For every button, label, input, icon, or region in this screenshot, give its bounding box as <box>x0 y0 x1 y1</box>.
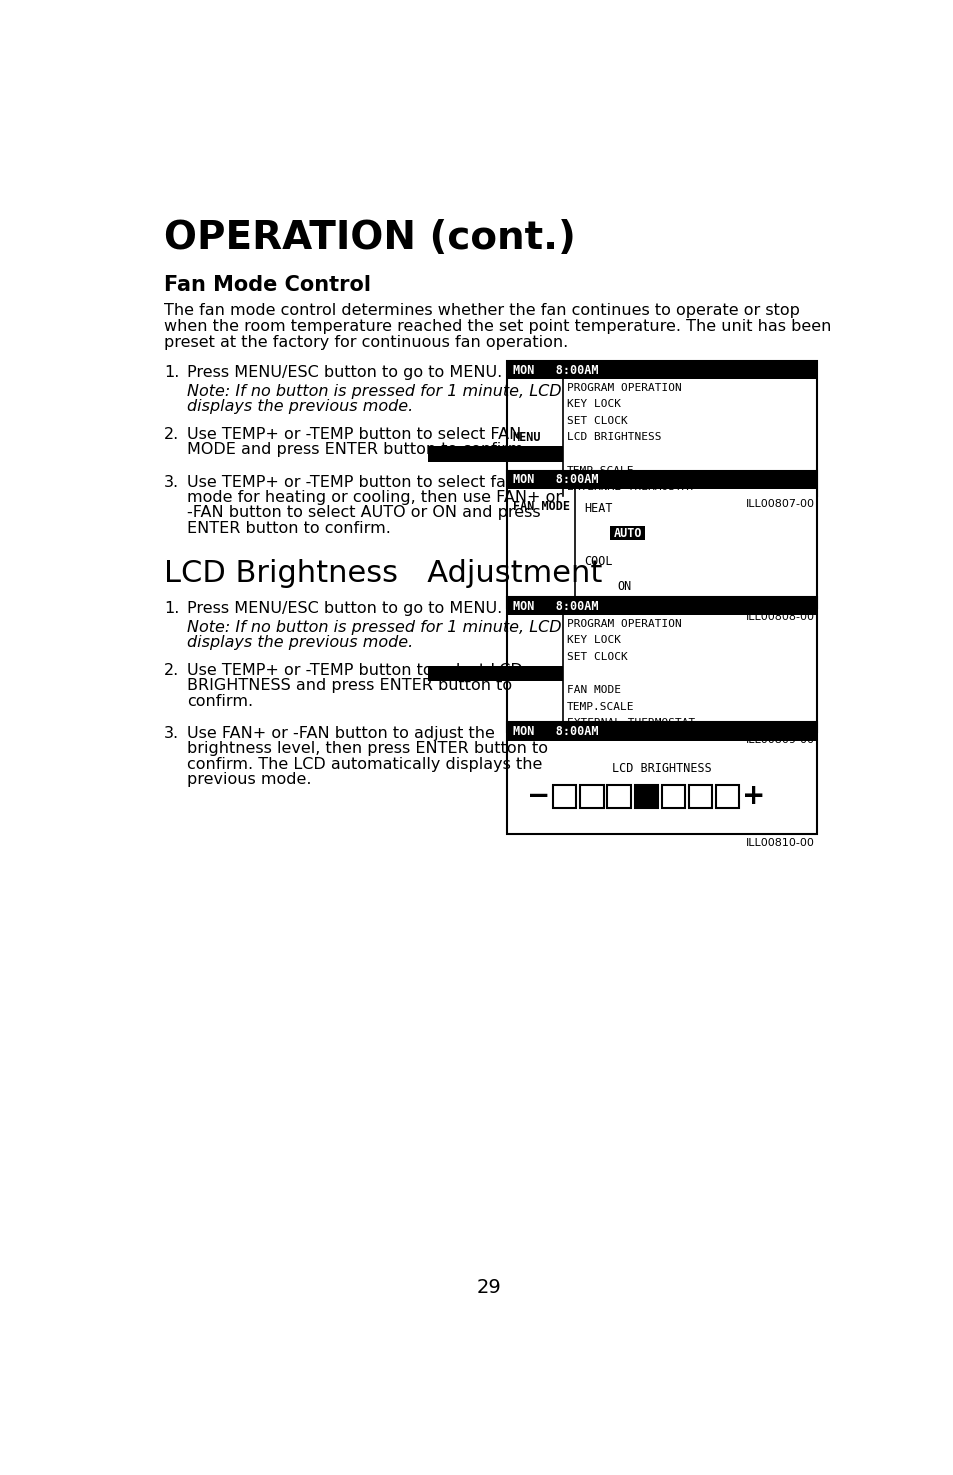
Text: −: − <box>526 782 550 810</box>
Text: FAN MODE: FAN MODE <box>513 500 569 513</box>
Text: ON: ON <box>617 580 631 593</box>
Text: Use TEMP+ or -TEMP button to select LCD: Use TEMP+ or -TEMP button to select LCD <box>187 664 522 678</box>
Text: brightness level, then press ENTER button to: brightness level, then press ENTER butto… <box>187 742 548 757</box>
Text: MON   8:00AM: MON 8:00AM <box>513 363 598 376</box>
Text: 1.: 1. <box>164 600 179 615</box>
Text: FAN MODE: FAN MODE <box>567 684 620 695</box>
Text: Use TEMP+ or -TEMP button to select fan: Use TEMP+ or -TEMP button to select fan <box>187 475 516 490</box>
Bar <box>506 361 816 496</box>
Text: BRIGHTNESS and press ENTER button to: BRIGHTNESS and press ENTER button to <box>187 678 512 693</box>
Text: MON   8:00AM: MON 8:00AM <box>513 600 598 612</box>
Bar <box>506 723 816 833</box>
Text: COOL: COOL <box>583 556 612 568</box>
Text: -FAN button to select AUTO or ON and press: -FAN button to select AUTO or ON and pre… <box>187 506 540 521</box>
Text: AUTO: AUTO <box>613 527 641 540</box>
Text: LCD BRIGHTNESS: LCD BRIGHTNESS <box>567 668 661 679</box>
Bar <box>716 785 739 808</box>
Text: PROGRAM OPERATION: PROGRAM OPERATION <box>567 382 681 392</box>
Text: LCD BRIGHTNESS: LCD BRIGHTNESS <box>611 763 711 776</box>
Text: ILL00807-00: ILL00807-00 <box>745 500 815 509</box>
Bar <box>427 447 562 462</box>
Text: Use FAN+ or -FAN button to adjust the: Use FAN+ or -FAN button to adjust the <box>187 726 495 740</box>
Text: 3.: 3. <box>164 726 179 740</box>
Text: MENU: MENU <box>513 431 541 444</box>
Text: 2.: 2. <box>164 664 179 678</box>
Text: Press MENU/ESC button to go to MENU.: Press MENU/ESC button to go to MENU. <box>187 364 502 379</box>
Text: confirm.: confirm. <box>187 693 253 709</box>
Bar <box>634 785 658 808</box>
Text: preset at the factory for continuous fan operation.: preset at the factory for continuous fan… <box>164 335 568 350</box>
Text: previous mode.: previous mode. <box>187 771 312 788</box>
Text: MON   8:00AM: MON 8:00AM <box>513 724 598 738</box>
Text: TEMP.SCALE: TEMP.SCALE <box>567 702 634 712</box>
Bar <box>607 785 630 808</box>
Text: 1.: 1. <box>164 364 179 379</box>
Bar <box>506 471 816 608</box>
Text: OPERATION (cont.): OPERATION (cont.) <box>164 220 576 257</box>
Text: ILL00809-00: ILL00809-00 <box>745 736 815 745</box>
Text: The fan mode control determines whether the fan continues to operate or stop: The fan mode control determines whether … <box>164 302 800 317</box>
Bar <box>506 471 816 490</box>
Bar <box>506 597 816 732</box>
Text: Fan Mode Control: Fan Mode Control <box>164 274 371 295</box>
Text: TEMP.SCALE: TEMP.SCALE <box>567 466 634 475</box>
Text: Note: If no button is pressed for 1 minute, LCD: Note: If no button is pressed for 1 minu… <box>187 384 561 398</box>
Text: Press MENU/ESC button to go to MENU.: Press MENU/ESC button to go to MENU. <box>187 600 502 615</box>
Bar <box>427 665 562 681</box>
Text: EXTERNAL THERMOSTAT: EXTERNAL THERMOSTAT <box>567 718 695 729</box>
Text: Note: If no button is pressed for 1 minute, LCD: Note: If no button is pressed for 1 minu… <box>187 620 561 634</box>
Text: displays the previous mode.: displays the previous mode. <box>187 400 414 414</box>
Text: ILL00808-00: ILL00808-00 <box>745 612 815 621</box>
Text: LCD BRIGHTNESS: LCD BRIGHTNESS <box>567 432 661 442</box>
Bar <box>506 361 816 379</box>
Text: Use TEMP+ or -TEMP button to select FAN: Use TEMP+ or -TEMP button to select FAN <box>187 426 521 442</box>
Text: KEY LOCK: KEY LOCK <box>567 636 620 645</box>
Text: SET CLOCK: SET CLOCK <box>567 652 627 662</box>
Text: ILL00810-00: ILL00810-00 <box>745 838 815 848</box>
Bar <box>661 785 684 808</box>
Text: PROGRAM OPERATION: PROGRAM OPERATION <box>567 618 681 628</box>
Text: LCD Brightness   Adjustment: LCD Brightness Adjustment <box>164 559 602 589</box>
Text: when the room temperature reached the set point temperature. The unit has been: when the room temperature reached the se… <box>164 319 831 333</box>
Text: displays the previous mode.: displays the previous mode. <box>187 636 414 650</box>
Bar <box>688 785 711 808</box>
Text: FAN MODE: FAN MODE <box>567 448 620 459</box>
Text: 2.: 2. <box>164 426 179 442</box>
Bar <box>609 527 645 540</box>
Bar <box>506 597 816 615</box>
Text: confirm. The LCD automatically displays the: confirm. The LCD automatically displays … <box>187 757 542 771</box>
Text: SET CLOCK: SET CLOCK <box>567 416 627 426</box>
Text: MON   8:00AM: MON 8:00AM <box>513 473 598 487</box>
Text: ENTER button to confirm.: ENTER button to confirm. <box>187 521 391 535</box>
Text: 29: 29 <box>476 1279 500 1297</box>
Bar <box>506 723 816 740</box>
Bar <box>579 785 603 808</box>
Text: KEY LOCK: KEY LOCK <box>567 400 620 409</box>
Text: MENU: MENU <box>513 667 541 680</box>
Text: +: + <box>741 782 765 810</box>
Text: mode for heating or cooling, then use FAN+ or: mode for heating or cooling, then use FA… <box>187 490 562 504</box>
Text: 3.: 3. <box>164 475 179 490</box>
Text: MODE and press ENTER button to confirm.: MODE and press ENTER button to confirm. <box>187 442 528 457</box>
Text: HEAT: HEAT <box>583 502 612 515</box>
Bar <box>553 785 576 808</box>
Text: EXTERNAL THERMOSTAT: EXTERNAL THERMOSTAT <box>567 482 695 493</box>
